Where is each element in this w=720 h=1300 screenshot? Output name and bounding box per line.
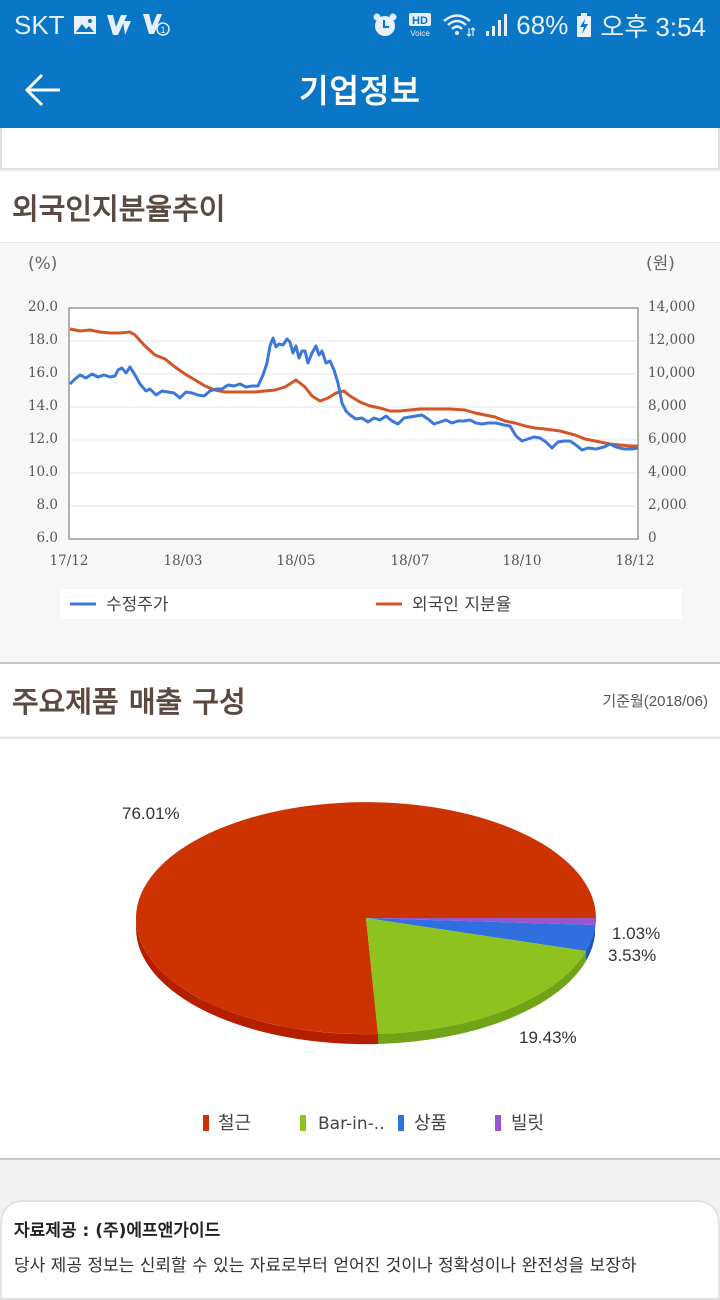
- legend-price-label: 수정주가: [106, 595, 169, 615]
- y-left-tick: 14.0: [28, 398, 58, 414]
- y-left-tick: 16.0: [28, 365, 58, 381]
- hd-voice-icon: HD Voice: [406, 12, 434, 38]
- chart-legend: [60, 589, 682, 619]
- sales-composition-chart: 76.01% 1.03% 3.53% 19.43% 철근 Bar-in-.. 상…: [0, 737, 720, 1159]
- y-right-tick: 6,000: [648, 431, 687, 447]
- x-tick: 18/05: [277, 553, 316, 569]
- data-provider: 자료제공 : (주)에프앤가이드: [14, 1221, 221, 1241]
- wifi-icon: [442, 12, 476, 38]
- left-axis-unit: (%): [28, 254, 57, 274]
- pct-label-merchandise: 3.53%: [608, 946, 656, 965]
- battery-charging-icon: [576, 12, 592, 38]
- blank-card: [0, 128, 720, 170]
- disclaimer-text: 당사 제공 정보는 신뢰할 수 있는 자료로부터 얻어진 것이나 정확성이나 완…: [14, 1256, 637, 1276]
- signal-icon: [484, 13, 508, 37]
- legend-rebar-swatch: [203, 1115, 209, 1131]
- section-title: 외국인지분율추이: [12, 192, 226, 226]
- section-title: 주요제품 매출 구성: [12, 685, 246, 719]
- base-month-label: 기준월(2018/06): [602, 692, 708, 710]
- pie-slice-bar-in-coil: [366, 918, 586, 1034]
- back-button[interactable]: [24, 70, 64, 110]
- section-divider: [0, 1158, 720, 1160]
- y-left-tick: 18.0: [28, 332, 58, 348]
- foreign-ownership-chart: (%) (원) 20.0 18.0 16.0 14.0 12.0 10.0 8.…: [0, 242, 720, 662]
- clock: 오후 3:54: [600, 11, 706, 42]
- y-left-tick: 10.0: [28, 464, 58, 480]
- pct-label-billet: 1.03%: [612, 924, 660, 943]
- adjusted-price-line: [68, 336, 639, 452]
- pie-slice-billet: [366, 918, 597, 925]
- y-right-tick: 12,000: [648, 332, 695, 348]
- right-axis-unit: (원): [646, 254, 675, 274]
- x-tick: 18/12: [616, 553, 655, 569]
- gallery-icon: [73, 14, 97, 36]
- x-tick: 18/10: [503, 553, 542, 569]
- svg-text:Voice: Voice: [410, 29, 430, 38]
- status-bar: SKT 1 HD Voice 68% 오후 3:54: [0, 0, 720, 50]
- y-left-tick: 12.0: [28, 431, 58, 447]
- legend-billet-label: 빌릿: [511, 1113, 544, 1134]
- legend-bar-in-coil-swatch: [300, 1115, 306, 1131]
- legend-merchandise-label: 상품: [414, 1113, 447, 1134]
- y-right-tick: 4,000: [648, 464, 687, 480]
- y-right-tick: 0: [648, 530, 657, 546]
- y-left-tick: 20.0: [28, 299, 58, 315]
- pct-label-bar-in-coil: 19.43%: [519, 1028, 577, 1047]
- page-title: 기업정보: [299, 72, 421, 110]
- battery-percent: 68%: [516, 9, 569, 40]
- legend-merchandise-swatch: [398, 1115, 404, 1131]
- app-bar: 기업정보: [0, 50, 720, 128]
- section-divider: [0, 662, 720, 664]
- x-tick: 17/12: [50, 553, 89, 569]
- pie-slice-merchandise: [366, 918, 596, 951]
- pct-label-rebar: 76.01%: [122, 804, 180, 823]
- y-right-tick: 10,000: [648, 365, 695, 381]
- y-right-tick: 14,000: [648, 299, 695, 315]
- arrow-left-icon: [24, 73, 60, 107]
- legend-rebar-label: 철근: [218, 1113, 251, 1134]
- foreign-ownership-header: 외국인지분율추이: [0, 172, 720, 242]
- x-tick: 18/03: [164, 553, 203, 569]
- plot-area: [68, 307, 639, 540]
- carrier-label: SKT: [14, 9, 65, 40]
- data-source-card: 자료제공 : (주)에프앤가이드 당사 제공 정보는 신뢰할 수 있는 자료로부…: [0, 1200, 720, 1300]
- y-right-tick: 2,000: [648, 497, 687, 513]
- v-icon: [105, 13, 133, 37]
- svg-text:HD: HD: [412, 15, 428, 27]
- legend-foreign-label: 외국인 지분율: [412, 595, 511, 615]
- v-notification-icon: 1: [141, 12, 171, 38]
- y-right-tick: 8,000: [648, 398, 687, 414]
- pie-slice-rebar: [136, 802, 596, 1035]
- legend-billet-swatch: [495, 1115, 501, 1131]
- y-left-tick: 6.0: [37, 530, 58, 546]
- legend-bar-in-coil-label: Bar-in-..: [318, 1114, 385, 1134]
- svg-text:1: 1: [160, 25, 165, 35]
- alarm-icon: [372, 12, 398, 38]
- x-tick: 18/07: [391, 553, 430, 569]
- sales-composition-header: 주요제품 매출 구성 기준월(2018/06): [0, 664, 720, 736]
- y-left-tick: 8.0: [37, 497, 58, 513]
